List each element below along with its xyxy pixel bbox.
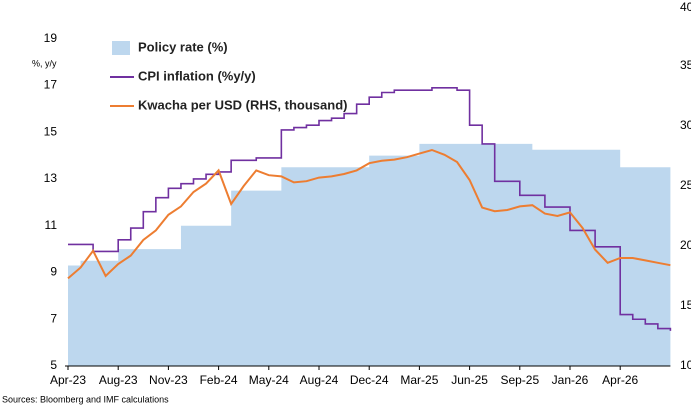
area xyxy=(68,143,671,366)
y2-tick-label: 30 xyxy=(680,118,691,132)
y2-tick-label: 35 xyxy=(680,58,691,72)
x-tick-label: Aug-23 xyxy=(99,373,138,387)
y-tick-label: 13 xyxy=(44,171,58,185)
x-tick-label: Apr-26 xyxy=(602,373,638,387)
y2-tick-label: 25 xyxy=(680,178,691,192)
legend-swatch xyxy=(112,41,130,55)
legend-label: Policy rate (%) xyxy=(138,39,228,54)
y-tick-label: 19 xyxy=(44,31,58,45)
y-tick-label: 7 xyxy=(50,311,57,325)
y2-tick-label: 10 xyxy=(680,358,691,372)
y-tick-label: 17 xyxy=(44,78,58,92)
y2-tick-label: 15 xyxy=(680,298,691,312)
x-tick-label: Apr-23 xyxy=(50,373,86,387)
x-tick-label: May-24 xyxy=(249,373,289,387)
x-tick-label: Feb-24 xyxy=(200,373,238,387)
source-note: Sources: Bloomberg and IMF calculations xyxy=(2,394,169,404)
line xyxy=(68,87,672,331)
y2-tick-label: 40 xyxy=(680,0,691,14)
x-tick-label: Sep-25 xyxy=(500,373,539,387)
y-tick-label: 9 xyxy=(50,265,57,279)
y-tick-label: 5 xyxy=(50,358,57,372)
x-tick-label: Dec-24 xyxy=(350,373,389,387)
y2-tick-label: 20 xyxy=(680,238,691,252)
y-tick-label: 15 xyxy=(44,124,58,138)
legend-label: CPI inflation (%y/y) xyxy=(138,68,256,83)
line xyxy=(67,148,671,280)
y-tick-label: 11 xyxy=(45,218,58,232)
x-tick-label: Jun-25 xyxy=(451,373,488,387)
x-tick-label: Mar-25 xyxy=(400,373,438,387)
legend-label: Kwacha per USD (RHS, thousand) xyxy=(138,97,347,112)
x-tick-label: Aug-24 xyxy=(300,373,339,387)
x-tick-label: Jan-26 xyxy=(552,373,589,387)
x-tick-label: Nov-23 xyxy=(149,373,188,387)
y-axis-label: %, y/y xyxy=(32,58,57,68)
